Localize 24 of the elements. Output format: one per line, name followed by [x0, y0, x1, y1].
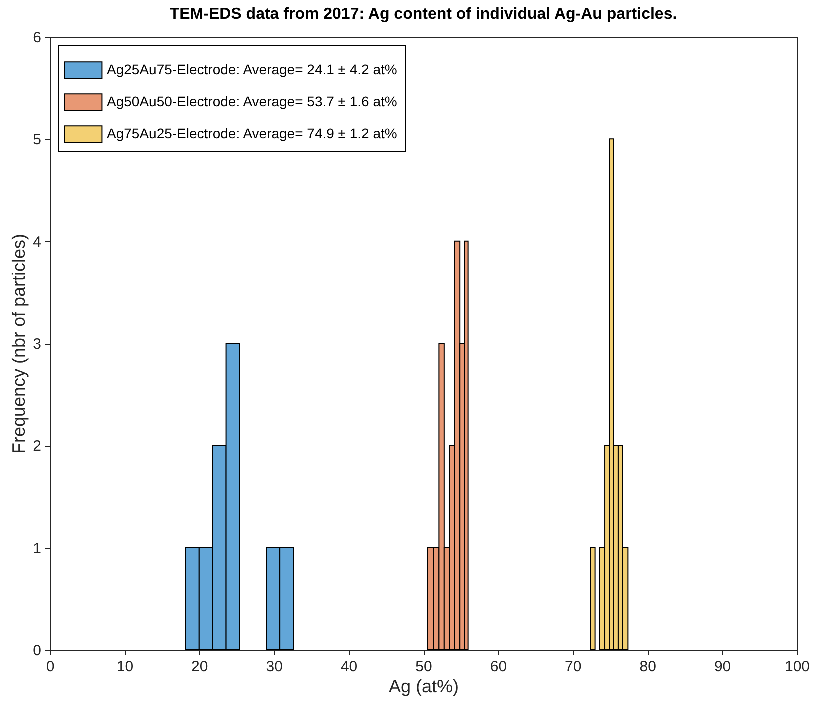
chart-title: TEM-EDS data from 2017: Ag content of individual Ag-Au particles.	[170, 6, 678, 23]
x-tick-label: 100	[784, 658, 810, 676]
y-tick-label: 4	[33, 234, 42, 251]
x-tick-label: 10	[116, 658, 134, 676]
y-tick-label: 1	[33, 540, 42, 558]
x-tick-label: 40	[340, 658, 358, 676]
x-tick-label: 60	[490, 658, 508, 676]
y-tick-label: 2	[33, 438, 42, 456]
legend-label: Ag25Au75-Electrode: Average= 24.1 ± 4.2 at%	[107, 62, 398, 78]
legend-label: Ag75Au25-Electrode: Average= 74.9 ± 1.2 at%	[107, 126, 398, 142]
x-tick-label: 90	[714, 658, 732, 676]
x-tick-label: 30	[266, 658, 283, 676]
x-axis-title: Ag (at%)	[388, 676, 460, 696]
y-tick-label: 6	[33, 30, 42, 46]
x-tick-label: 50	[416, 658, 432, 676]
x-tick-label: 70	[565, 658, 582, 676]
y-tick-label: 3	[33, 336, 42, 353]
x-tick-label: 0	[46, 658, 55, 676]
legend-label: Ag50Au50-Electrode: Average= 53.7 ± 1.6 at%	[107, 94, 398, 110]
x-tick-label: 80	[640, 658, 656, 676]
y-tick-label: 0	[33, 642, 42, 660]
x-tick-label: 20	[192, 658, 208, 676]
y-axis-title: Frequency (nbr of particles)	[9, 234, 30, 454]
y-tick-label: 5	[33, 132, 42, 149]
